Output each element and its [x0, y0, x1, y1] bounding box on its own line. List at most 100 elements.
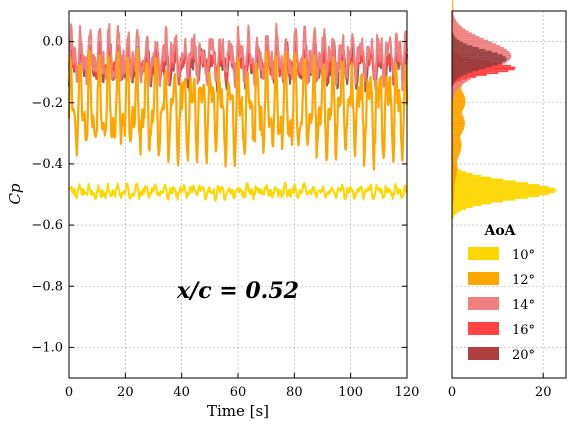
legend-label: 20°	[512, 348, 535, 363]
hist-bar-12deg	[452, 160, 457, 163]
hist-bar-12deg	[452, 123, 465, 126]
series-line-10deg	[68, 181, 408, 202]
hist-bar-12deg	[452, 151, 461, 153]
x-tick-label: 40	[173, 385, 190, 400]
hist-bar-12deg	[452, 162, 458, 164]
histogram-plot: 0 20	[448, 0, 567, 400]
main-plot: 0 20 40 60 80 100 120 0.0 −0.2 −0.4 −0.6 −0.8 −1.0 T…	[6, 10, 420, 420]
hist-bar-12deg	[452, 97, 466, 100]
hist-bar-14deg	[452, 96, 454, 99]
y-tick-label: −0.4	[31, 157, 63, 172]
hist-bar-10deg	[452, 173, 473, 175]
hist-bar-16deg	[452, 77, 468, 80]
hist-bar-10deg	[452, 196, 529, 199]
hist-bar-14deg	[452, 39, 488, 42]
hist-bar-14deg	[452, 25, 461, 27]
hist-bar-14deg	[452, 21, 458, 24]
hist-bar-12deg	[452, 169, 458, 172]
hist-bar-12deg	[452, 107, 464, 109]
series-line-12deg	[67, 47, 409, 171]
hist-bar-20deg	[452, 65, 492, 68]
hist-bar-14deg	[452, 12, 454, 15]
hist-bar-12deg	[452, 187, 455, 190]
hist-bar-16deg	[452, 72, 499, 75]
hist-bar-10deg	[452, 215, 455, 218]
hist-bar-12deg	[452, 101, 466, 104]
hist-bar-20deg	[452, 43, 468, 46]
hist-bar-20deg	[452, 47, 479, 49]
hist-bar-12deg	[452, 4, 454, 7]
hist-bar-12deg	[452, 206, 454, 208]
legend-swatch	[468, 247, 499, 260]
hist-bar-20deg	[452, 45, 473, 48]
hist-bar-12deg	[452, 147, 462, 150]
hist-bar-16deg	[452, 83, 455, 86]
hist-bar-12deg	[452, 136, 461, 139]
hist-bar-12deg	[452, 152, 460, 155]
hist-bar-12deg	[452, 200, 454, 203]
hist-bar-20deg	[452, 83, 454, 86]
hist-bar-20deg	[452, 67, 486, 70]
x-tick-label: 100	[338, 385, 363, 400]
hist-bar-14deg	[452, 30, 469, 33]
series-line-14deg	[68, 22, 408, 92]
hist-bar-14deg	[452, 81, 465, 84]
hist-bar-12deg	[452, 125, 465, 128]
legend-swatch	[468, 347, 499, 360]
hist-bar-12deg	[452, 116, 464, 119]
hist-x-tick-label: 20	[535, 385, 552, 400]
hist-bar-12deg	[452, 141, 462, 144]
hist-bar-20deg	[452, 72, 468, 75]
hist-bar-14deg	[452, 34, 476, 37]
hist-bar-14deg	[452, 36, 480, 38]
hist-bar-20deg	[452, 61, 503, 64]
hist-bar-12deg	[452, 167, 458, 170]
hist-bar-12deg	[452, 174, 457, 177]
y-tick-label: 0.0	[42, 35, 63, 50]
hist-bar-10deg	[452, 174, 482, 177]
hist-bar-14deg	[452, 19, 457, 22]
hist-bar-16deg	[452, 70, 509, 73]
hist-bar-12deg	[452, 94, 465, 97]
hist-bar-10deg	[452, 211, 458, 214]
y-tick-label: −0.6	[31, 218, 63, 233]
legend-label: 14°	[512, 298, 535, 313]
hist-bar-10deg	[452, 180, 516, 183]
hist-bar-12deg	[452, 127, 465, 130]
hist-bar-20deg	[452, 56, 506, 59]
hist-bar-20deg	[452, 37, 457, 40]
legend-label: 16°	[512, 323, 535, 338]
x-tick-label: 0	[65, 385, 73, 400]
hist-bar-14deg	[452, 98, 454, 101]
x-tick-label: 120	[395, 385, 420, 400]
hist-bar-12deg	[452, 108, 464, 111]
hist-bar-20deg	[452, 54, 503, 57]
hist-bar-12deg	[452, 103, 466, 106]
hist-bar-20deg	[452, 80, 456, 82]
hist-bar-12deg	[452, 138, 461, 141]
hist-bar-12deg	[452, 145, 462, 148]
hist-bar-12deg	[452, 140, 462, 142]
hist-bar-12deg	[452, 119, 465, 122]
hist-bar-14deg	[452, 14, 454, 16]
hist-bar-12deg	[452, 158, 458, 161]
plot-annotation: x/c = 0.52	[176, 278, 299, 304]
hist-bar-14deg	[452, 32, 472, 35]
hist-bar-10deg	[452, 189, 557, 192]
hist-bar-16deg	[452, 75, 476, 78]
hist-bar-12deg	[452, 6, 454, 8]
x-tick-label: 60	[230, 385, 247, 400]
hist-bar-20deg	[452, 41, 463, 44]
histogram-bars	[452, 0, 557, 221]
hist-bar-12deg	[452, 173, 457, 175]
hist-bar-10deg	[452, 206, 473, 208]
hist-bar-12deg	[452, 92, 464, 95]
hist-bar-20deg	[452, 70, 473, 73]
hist-bar-12deg	[452, 130, 463, 133]
hist-bar-12deg	[452, 176, 457, 179]
hist-bar-14deg	[452, 83, 463, 86]
hist-bar-12deg	[452, 163, 458, 166]
hist-bar-10deg	[452, 207, 467, 210]
hist-bar-16deg	[452, 68, 515, 71]
hist-bar-14deg	[452, 26, 463, 29]
